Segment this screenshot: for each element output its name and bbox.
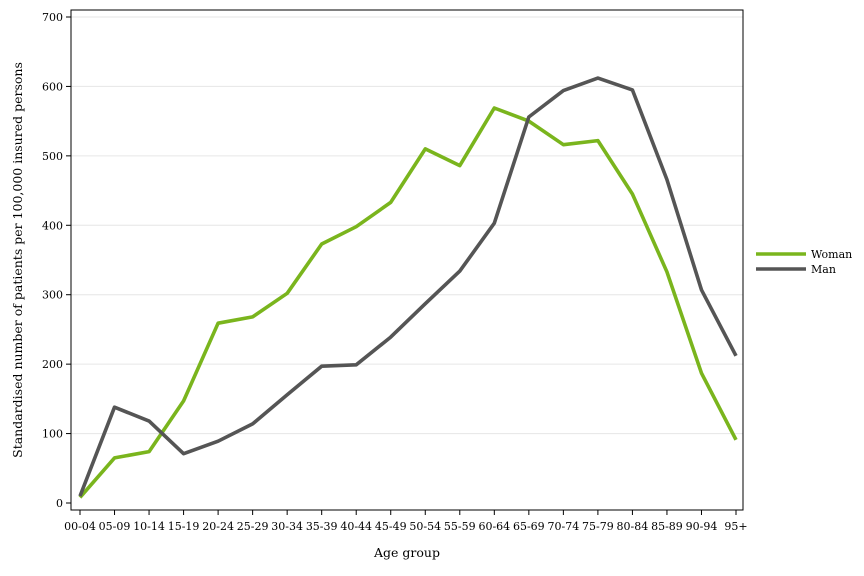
x-tick-label: 65-69 [513, 520, 545, 533]
y-axis-title: Standardised number of patients per 100,… [10, 62, 25, 458]
y-tick-label: 500 [42, 150, 63, 163]
grid-lines [71, 16, 743, 435]
y-tick-label: 700 [42, 11, 63, 24]
x-tick-label: 90-94 [686, 520, 718, 533]
x-axis-title: Age group [373, 545, 440, 560]
x-tick-label: 55-59 [444, 520, 476, 533]
x-tick-label: 40-44 [340, 520, 372, 533]
x-tick-label: 45-49 [375, 520, 407, 533]
series-line-man [78, 76, 738, 497]
series-lines [78, 76, 738, 499]
x-tick-label: 95+ [724, 520, 747, 533]
x-tick-label: 70-74 [548, 520, 580, 533]
x-tick-label: 15-19 [168, 520, 200, 533]
y-tick-label: 300 [42, 289, 63, 302]
legend-label-woman: Woman [811, 248, 852, 261]
x-tick-label: 85-89 [651, 520, 683, 533]
y-tick-label: 0 [56, 497, 63, 510]
x-tick-label: 60-64 [478, 520, 510, 533]
x-tick-label: 20-24 [202, 520, 234, 533]
x-tick-label: 00-04 [64, 520, 96, 533]
x-tick-label: 80-84 [617, 520, 649, 533]
plot-area [70, 9, 744, 511]
x-tick-label: 50-54 [409, 520, 441, 533]
legend: Woman Man [756, 248, 852, 276]
y-tick-label: 600 [42, 80, 63, 93]
x-tick-label: 10-14 [133, 520, 165, 533]
x-tick-label: 35-39 [306, 520, 338, 533]
x-tick-label: 30-34 [271, 520, 303, 533]
y-tick-label: 100 [42, 428, 63, 441]
y-tick-label: 200 [42, 358, 63, 371]
legend-label-man: Man [811, 263, 836, 276]
series-line-woman [78, 106, 738, 499]
y-axis: 0 100 200 300 400 500 600 700 [42, 11, 71, 510]
x-tick-label: 75-79 [582, 520, 614, 533]
x-axis: 00-04 05-09 10-14 15-19 20-24 25-29 30-34 35-39… [64, 510, 748, 533]
x-tick-label: 05-09 [99, 520, 131, 533]
x-tick-label: 25-29 [237, 520, 269, 533]
y-tick-label: 400 [42, 219, 63, 232]
